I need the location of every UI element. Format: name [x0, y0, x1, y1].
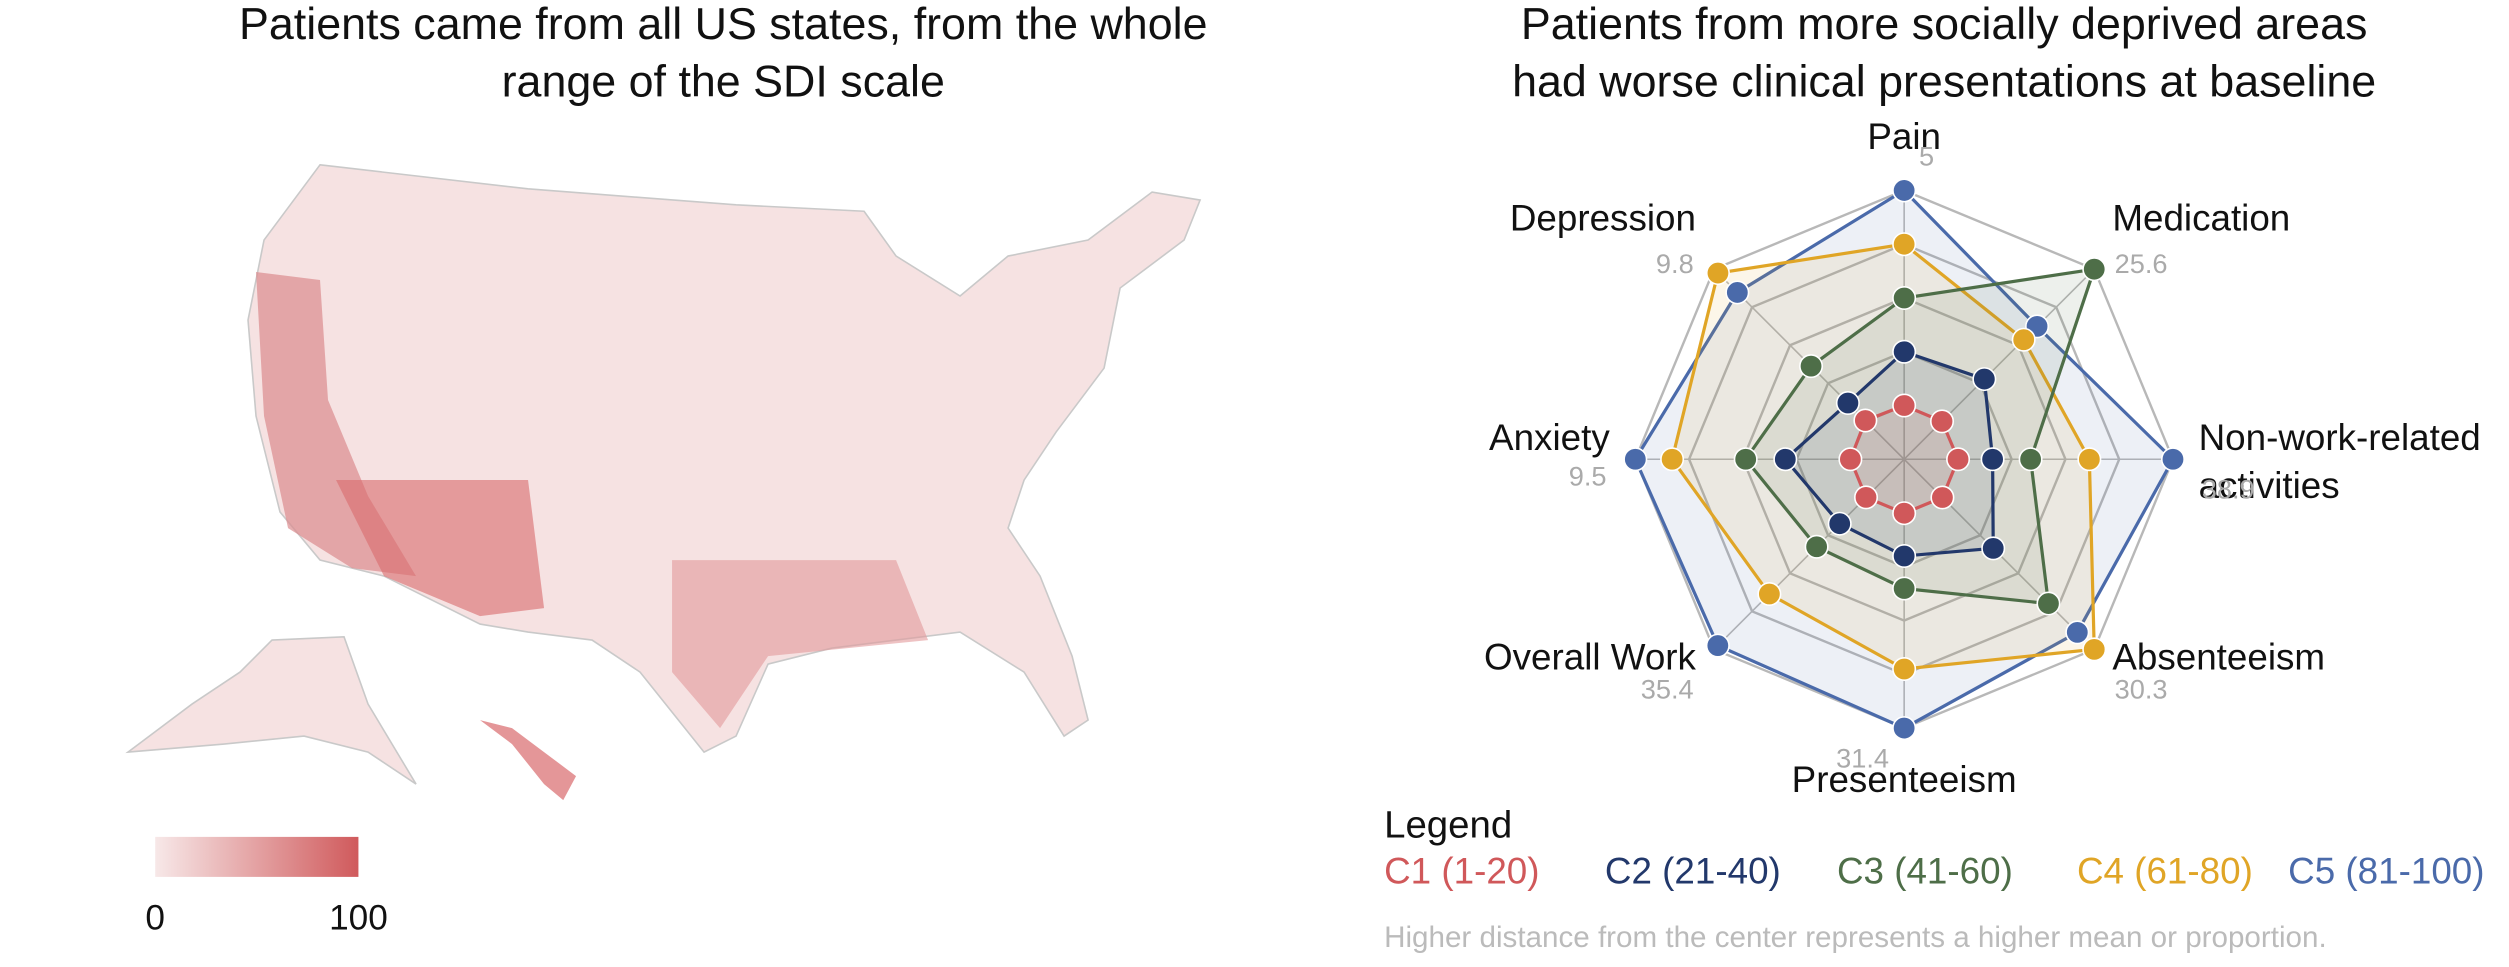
data-point — [2160, 447, 2185, 472]
data-point — [2077, 447, 2102, 472]
data-point — [2082, 257, 2107, 282]
data-point — [1733, 447, 1758, 472]
legend-entry: C4 (61-80) — [2077, 850, 2253, 891]
data-point — [1972, 367, 1997, 392]
data-point — [2082, 637, 2107, 662]
axis-label: Overall Work — [1484, 636, 1697, 677]
legend-title: Legend — [1384, 803, 1512, 846]
legend-entry: C3 (41-60) — [1837, 850, 2013, 891]
data-point — [1930, 485, 1955, 510]
chart-title: had worse clinical presentations at base… — [1512, 57, 2376, 107]
colorbar-label: 0 — [145, 898, 165, 937]
data-point — [2011, 327, 2036, 352]
data-point — [1892, 543, 1917, 569]
data-point — [1892, 576, 1917, 601]
axis-max-label: 30.3 — [2115, 673, 2168, 704]
us-map — [125, 163, 1202, 801]
map-highlight-west — [256, 272, 417, 577]
data-point — [1946, 447, 1971, 472]
data-point — [1827, 511, 1852, 536]
legend-entry: C1 (1-20) — [1384, 850, 1539, 891]
axis-label: Absenteeism — [2112, 636, 2325, 677]
chart-title: Patients from more socially deprived are… — [1521, 0, 2368, 49]
data-point — [1892, 501, 1917, 526]
data-point — [2036, 591, 2061, 616]
axis-max-label: 25.6 — [2115, 248, 2168, 279]
colorbar — [155, 836, 359, 877]
data-point — [1853, 408, 1878, 433]
axis-max-label: 9.8 — [1656, 248, 1694, 279]
data-point — [2018, 447, 2043, 472]
note: Higher distance from the center represen… — [1384, 921, 2327, 954]
axis-max-label: 38.9 — [2202, 473, 2255, 504]
data-point — [1892, 657, 1917, 682]
data-point — [1981, 536, 2006, 561]
legend-entry: C5 (81-100) — [2288, 850, 2484, 891]
data-point — [1835, 391, 1860, 416]
data-point — [1980, 447, 2005, 472]
data-point — [1705, 633, 1730, 658]
axis-label: Pain — [1867, 116, 1941, 157]
data-point — [1892, 716, 1917, 741]
axis-label: Presenteeism — [1792, 759, 2017, 800]
axis-label: Medication — [2112, 197, 2290, 238]
data-point — [1757, 582, 1782, 607]
data-point — [1892, 339, 1917, 364]
map-highlight-south — [672, 560, 929, 729]
data-point — [1804, 534, 1829, 559]
map-alaska — [125, 636, 417, 785]
axis-label: Depression — [1510, 197, 1696, 238]
data-point — [2065, 620, 2090, 645]
axis-max-label: 5 — [1919, 141, 1934, 172]
data-point — [1892, 232, 1917, 257]
axis-max-label: 31.4 — [1836, 742, 1889, 773]
data-point — [1773, 447, 1798, 472]
axis-max-label: 35.4 — [1641, 673, 1694, 704]
data-point — [1892, 178, 1917, 203]
data-point — [1725, 280, 1750, 305]
data-point — [1660, 447, 1685, 472]
axis-label: Non-work-related activities — [2199, 417, 2481, 506]
data-point — [1892, 285, 1917, 310]
data-point — [1838, 447, 1863, 472]
map-highlight-sw — [336, 480, 545, 617]
legend-entry: C2 (21-40) — [1605, 850, 1781, 891]
data-point — [1799, 354, 1824, 379]
chart-title: range of the SDI scale — [502, 57, 945, 107]
data-point — [1930, 409, 1955, 434]
data-point — [1705, 261, 1730, 286]
data-point — [1854, 485, 1879, 510]
axis-label: Anxiety — [1489, 417, 1610, 458]
data-point — [1892, 393, 1917, 418]
map-hawaii — [480, 720, 577, 801]
data-point — [1623, 447, 1648, 472]
colorbar-label: 100 — [329, 898, 388, 937]
axis-max-label: 9.5 — [1569, 461, 1607, 492]
chart-title: Patients came from all US states, from t… — [239, 0, 1207, 49]
